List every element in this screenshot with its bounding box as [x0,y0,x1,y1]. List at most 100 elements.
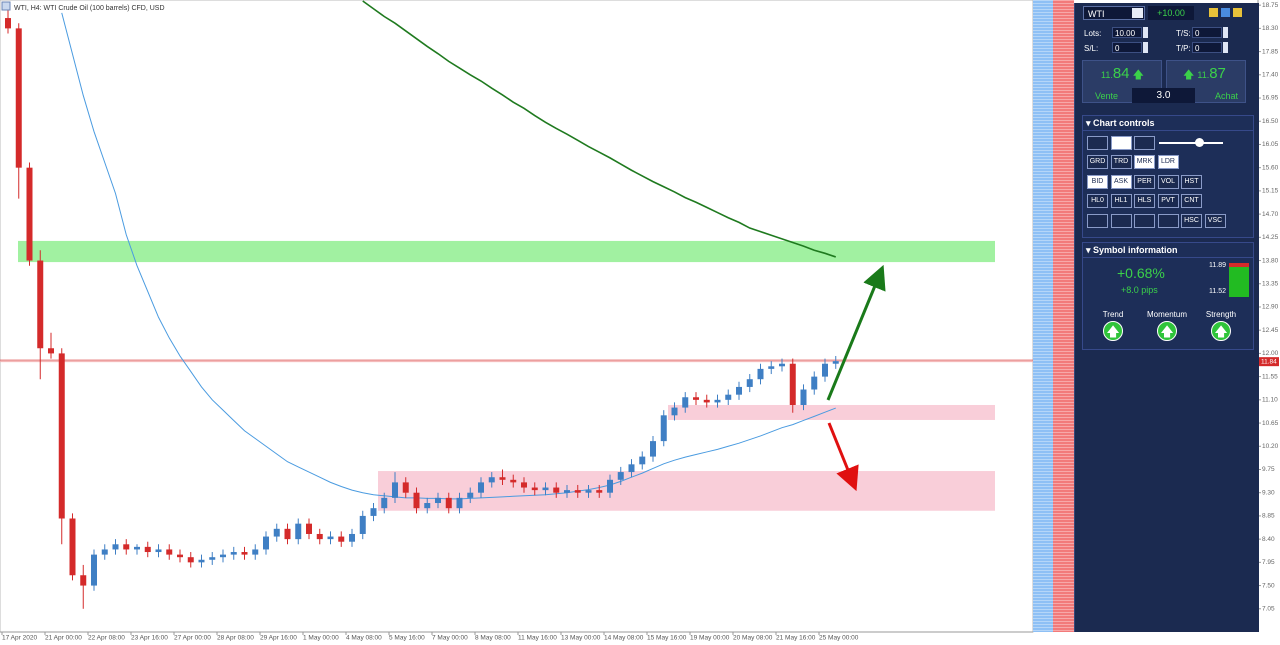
nav-button[interactable] [1110,214,1132,228]
y-tick-label: 14.25 [1262,234,1279,241]
tp-input[interactable]: 0 [1192,42,1222,53]
dropdown-button[interactable] [1132,8,1143,18]
toggle-button[interactable]: GRD [1087,155,1108,169]
sentiment-stripes [1033,0,1074,632]
toggle-button[interactable]: CNT [1181,194,1202,208]
lots-input[interactable]: 10.00 [1112,27,1142,38]
nav-button[interactable] [1157,214,1179,228]
toggle-button[interactable]: HL0 [1087,194,1108,208]
sell-label: Vente [1095,91,1119,101]
candle-body [617,472,624,480]
candle-body [91,554,97,586]
toggle-button[interactable]: HSC [1181,214,1202,228]
x-tick-label: 13 May 00:00 [561,635,601,642]
candle-body [714,399,721,403]
icon-button[interactable] [1087,136,1108,150]
symbol-select[interactable]: WTI [1083,6,1145,20]
spinner[interactable] [1223,27,1228,38]
zoom-slider[interactable] [1159,142,1223,144]
zone [18,240,995,263]
candle-body [263,536,269,550]
toggle-button[interactable]: ASK [1110,175,1132,189]
candle-body [832,361,839,364]
symbol-information: ▾ Symbol information +0.68% +8.0 pips 11… [1082,242,1254,350]
candle-body [693,397,699,400]
candle-body [456,497,463,509]
candle-body [177,554,183,558]
candle-body [349,533,355,542]
candle-body [736,386,742,395]
candle-body [639,456,646,465]
candle-body [316,533,323,540]
candle-body [510,479,517,483]
y-tick-label: 18.75 [1262,2,1279,9]
symbol: WTI [1088,9,1105,19]
controls-title: Chart controls [1093,118,1155,128]
toggle-button[interactable]: VOL [1157,175,1179,189]
ts-input[interactable]: 0 [1192,27,1222,38]
x-tick-label: 11 May 16:00 [518,635,557,642]
toggle-button[interactable]: BID [1087,175,1108,189]
x-tick-label: 14 May 08:00 [604,635,644,642]
candle-body [671,407,678,416]
spinner[interactable] [1223,42,1228,53]
y-tick-label: 16.95 [1262,95,1279,102]
icon-button[interactable] [1134,136,1155,150]
y-tick-label: 9.75 [1262,466,1275,473]
chart-title: WTI, H4: WTI Crude Oil (100 barrels) CFD… [14,5,165,12]
candle-body [198,559,205,563]
toggle-button[interactable]: HL1 [1110,194,1132,208]
toggle-button[interactable]: MRK [1134,155,1155,169]
spinner[interactable] [1143,42,1148,53]
y-tick-label: 9.30 [1262,489,1275,496]
candle-body [101,549,108,555]
x-tick-label: 23 Apr 16:00 [131,635,168,642]
candle-body [650,441,656,457]
candle-body [26,167,33,261]
icon-button[interactable] [1221,8,1230,17]
buy-label: Achat [1215,91,1239,101]
nav-button[interactable] [1087,214,1108,228]
slider-knob[interactable] [1195,138,1204,147]
candle-body [241,552,248,555]
x-tick-label: 7 May 00:00 [432,635,468,642]
x-tick-label: 15 May 16:00 [647,635,687,642]
toggle-button[interactable]: PVT [1157,194,1179,208]
sl-input[interactable]: 0 [1112,42,1142,53]
spinner[interactable] [1143,27,1148,38]
range-high: 11.89 [1209,262,1226,269]
x-tick-label: 29 Apr 16:00 [260,635,297,642]
sell-price-small: 11. [1101,70,1113,80]
toggle-button[interactable]: HLS [1134,194,1155,208]
y-tick-label: 16.05 [1262,141,1279,148]
candle-body [48,348,54,354]
x-tick-label: 8 May 08:00 [475,635,511,642]
icon-button[interactable] [1209,8,1218,17]
zone [668,404,995,420]
candle-body [607,479,613,493]
icon-button[interactable] [1110,136,1132,150]
toggle-button[interactable]: PER [1134,175,1155,189]
nav-button[interactable] [1134,214,1155,228]
x-tick-label: 20 May 08:00 [733,635,773,642]
change-value: +10.00 [1148,6,1194,20]
candle-body [359,515,366,534]
y-tick-label: 7.50 [1262,582,1275,589]
ts-label: T/S: [1176,29,1191,38]
y-tick-label: 14.70 [1262,211,1279,218]
buy-price: 🡅 11.87 [1183,65,1226,82]
toggle-button[interactable]: VSC [1204,214,1226,228]
x-tick-label: 27 Apr 00:00 [174,635,211,642]
candle-body [800,389,807,405]
candle-body [822,363,828,377]
toggle-button[interactable]: LDR [1157,155,1179,169]
toggle-button[interactable]: HST [1181,175,1202,189]
y-tick-label: 18.30 [1262,25,1279,32]
candle-body [574,490,581,493]
toggle-button[interactable]: TRD [1110,155,1132,169]
y-tick-label: 11.55 [1262,373,1278,380]
buy-price-big: 87 [1209,65,1226,82]
icon-button[interactable] [1233,8,1242,17]
indicator-icon: 🡅 [1103,321,1123,341]
